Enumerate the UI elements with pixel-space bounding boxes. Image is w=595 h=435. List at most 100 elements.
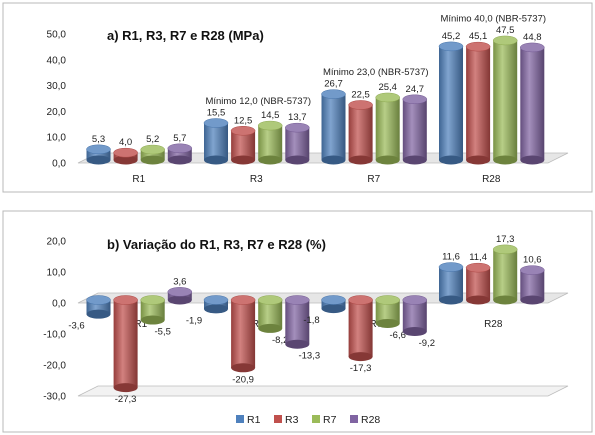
chart-b-ytick: 20,0	[47, 237, 67, 248]
chart-a-ytick: 40,0	[47, 55, 67, 66]
chart-a-title: a) R1, R3, R7 e R28 (MPa)	[107, 28, 264, 43]
legend-label-r1: R1	[247, 414, 261, 426]
chart-b-ytick: 0,0	[52, 299, 66, 310]
chart-a-data-label: 4,0	[119, 137, 132, 148]
chart-a-data-label: 5,2	[146, 134, 159, 145]
chart-b-data-label: -1,8	[303, 315, 319, 326]
chart-b-data-label: -20,9	[232, 374, 254, 385]
chart-a-bar-r7-r1	[140, 144, 165, 165]
chart-b-category-r1: R1	[134, 319, 147, 330]
chart-b-bar-r7-r28	[492, 244, 518, 305]
chart-b-data-label: -8,2	[272, 335, 288, 346]
chart-b-bar-r3-r7	[348, 295, 373, 362]
chart-a-data-label: 22,5	[351, 89, 370, 100]
chart-a-ytick: 10,0	[47, 133, 67, 144]
chart-b-bar-r7-r3	[257, 295, 283, 333]
chart-a-data-label: 14,5	[261, 110, 280, 121]
chart-a-data-label: 25,4	[378, 82, 397, 93]
chart-a-data-label: 24,7	[406, 84, 425, 95]
chart-a-data-label: 5,7	[173, 133, 186, 144]
chart-b-base	[77, 385, 569, 397]
chart-a-annotation-r3: Mínimo 12,0 (NBR-5737)	[205, 96, 311, 107]
chart-a-ytick: 0,0	[52, 159, 66, 170]
chart-a-bar-r3-r3	[230, 126, 256, 165]
chart-a-bar-r7-r28	[492, 35, 518, 165]
chart-b-ytick: -30,0	[43, 392, 66, 403]
chart-a-data-label: 12,5	[234, 115, 253, 126]
chart-a-data-label: 26,7	[324, 79, 343, 90]
chart-b-bar-r7-r1	[140, 295, 165, 325]
legend-item-r3: R3	[274, 414, 299, 426]
chart-a-category-r3: R3	[250, 174, 263, 185]
legend-item-r7: R7	[312, 414, 337, 426]
legend-swatch-r7	[312, 415, 320, 423]
chart-b-data-label: 17,3	[496, 234, 515, 245]
chart-a-bar-r1-r28	[438, 41, 464, 165]
chart-b-bar-r1-r28	[438, 262, 464, 305]
chart-a-bar-r3-r7	[348, 100, 373, 165]
chart-a-bar-r1-r7	[321, 89, 346, 165]
chart-a-ytick: 30,0	[47, 81, 67, 92]
chart-b-data-label: -6,6	[390, 330, 406, 341]
chart-b-bar-r28-r7	[402, 295, 428, 337]
chart-a-bar-r7-r7	[375, 92, 400, 165]
chart-a-data-label: 45,2	[442, 31, 461, 42]
chart-a-category-r1: R1	[132, 174, 145, 185]
chart-b-bar-r7-r7	[375, 295, 400, 328]
chart-a-bar-r3-r1	[113, 147, 138, 165]
chart-a-bar-r7-r3	[257, 120, 283, 165]
chart-a-bar-r1-r3	[203, 118, 229, 165]
legend-label-r3: R3	[285, 414, 299, 426]
chart-a-data-label: 44,8	[523, 32, 542, 43]
chart-a-category-r28: R28	[482, 174, 501, 185]
chart-b-bar-r28-r3	[285, 295, 310, 349]
chart-b-data-label: -27,3	[115, 394, 137, 405]
legend-label-r28: R28	[361, 414, 380, 426]
chart-a-ytick: 50,0	[47, 30, 67, 41]
chart-b-category-r28: R28	[484, 319, 503, 330]
chart-b-ytick: 10,0	[47, 268, 67, 279]
chart-b-data-label: 11,6	[442, 252, 460, 263]
legend-swatch-r28	[350, 415, 358, 423]
chart-a-bar-r3-r28	[465, 41, 491, 165]
chart-b-data-label: 3,6	[173, 276, 186, 287]
chart-b-data-label: 11,4	[469, 252, 487, 263]
chart-a-annotation-r7: Mínimo 23,0 (NBR-5737)	[323, 67, 429, 78]
chart-a-bar-r28-r7	[402, 94, 428, 165]
legend-swatch-r1	[236, 415, 244, 423]
chart-a-data-label: 45,1	[469, 31, 488, 42]
chart-b-data-label: -13,3	[298, 351, 320, 362]
chart-b-category-r7: R7	[369, 319, 382, 330]
chart-b-data-label: -17,3	[350, 363, 372, 374]
chart-b-bar-r1-r3	[203, 295, 229, 314]
chart-b-data-label: -9,2	[419, 338, 435, 349]
chart-b-ytick: -20,0	[43, 361, 66, 372]
chart-b-data-label: -1,9	[186, 315, 202, 326]
legend-item-r1: R1	[236, 414, 261, 426]
chart-b-bar-r28-r1	[167, 287, 193, 305]
chart-b-data-label: -3,6	[68, 321, 84, 332]
chart-a-data-label: 47,5	[496, 25, 515, 36]
chart-a-ytick: 20,0	[47, 107, 67, 118]
chart-a-bar-r1-r1	[86, 144, 111, 165]
legend-label-r7: R7	[323, 414, 337, 426]
chart-a-annotation-r28: Mínimo 40,0 (NBR-5737)	[440, 13, 546, 24]
chart-b-title: b) Variação do R1, R3, R7 e R28 (%)	[107, 237, 326, 252]
chart-b-bar-r3-r28	[465, 262, 491, 305]
chart-a-data-label: 15,5	[207, 108, 226, 119]
chart-b: b) Variação do R1, R3, R7 e R28 (%) -30,…	[43, 234, 569, 405]
chart-b-bar-r3-r1	[113, 295, 138, 393]
chart-b-bar-r1-r1	[86, 295, 111, 319]
chart-b-bar-r28-r28	[520, 265, 545, 305]
chart-a-bar-r28-r1	[167, 143, 193, 165]
chart-a-bar-r28-r28	[520, 42, 545, 165]
chart-a-bar-r28-r3	[285, 122, 310, 165]
chart-a: a) R1, R3, R7 e R28 (MPa) 0,0 10,0 20,0 30,…	[47, 13, 569, 185]
chart-b-bar-r3-r3	[230, 295, 256, 373]
chart-b-bar-r1-r7	[321, 295, 346, 314]
legend-item-r28: R28	[350, 414, 380, 426]
chart-b-ytick: -10,0	[43, 330, 66, 341]
chart-a-data-label: 5,3	[92, 134, 105, 145]
chart-b-data-label: -5,5	[155, 327, 171, 338]
